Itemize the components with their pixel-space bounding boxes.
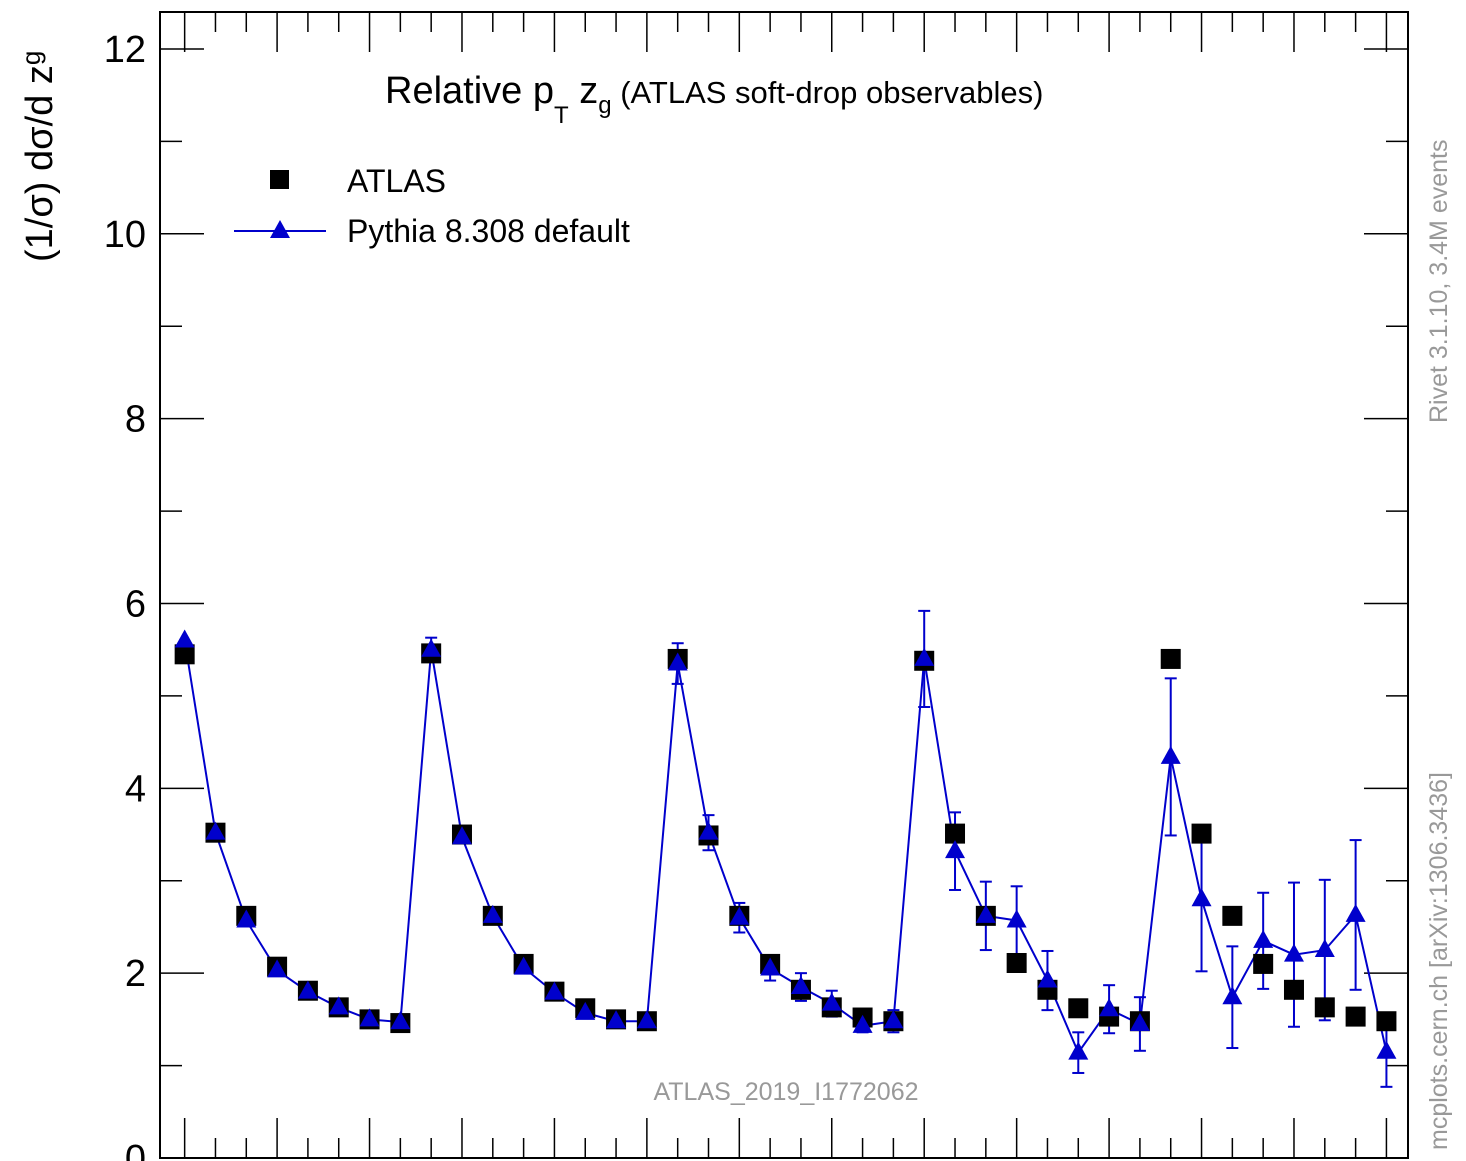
- atlas-point: [1160, 648, 1181, 669]
- pythia-point: [1160, 745, 1181, 764]
- atlas-point: [1283, 979, 1304, 1000]
- pythia-point: [1006, 909, 1027, 928]
- mcplots-info: mcplots.cern.ch [arXiv:1306.3436]: [1425, 772, 1453, 1150]
- pythia-point: [1345, 903, 1366, 922]
- series-lines: [183, 640, 1388, 1055]
- y-axis-label: (1/σ) dσ/d zg: [16, 51, 61, 262]
- y-tick-labels: 0 2 4 6 8 10 12: [104, 29, 146, 1161]
- legend-pythia-label: Pythia 8.308 default: [347, 213, 630, 249]
- pythia-point: [1099, 998, 1120, 1017]
- plot-frame: [159, 11, 1409, 1159]
- pythia-point: [852, 1014, 873, 1033]
- pythia-point: [1037, 969, 1058, 988]
- y-tick-label: 8: [125, 399, 146, 441]
- pythia-point: [1068, 1041, 1089, 1060]
- pythia-point: [1191, 888, 1212, 907]
- y-tick-label: 4: [125, 768, 146, 810]
- pythia-point: [205, 821, 226, 840]
- pythia-point: [1253, 929, 1274, 948]
- atlas-point: [1345, 1006, 1366, 1027]
- pythia-point: [821, 992, 842, 1011]
- pythia-point: [328, 996, 349, 1015]
- atlas-point: [1006, 952, 1027, 973]
- pythia-point: [698, 821, 719, 840]
- pythia-point: [790, 976, 811, 995]
- pythia-point: [945, 840, 966, 859]
- pythia-point: [1376, 1040, 1397, 1059]
- atlas-point: [174, 644, 195, 665]
- y-tick-label: 2: [125, 953, 146, 995]
- y-tick-label: 6: [125, 583, 146, 625]
- pythia-point: [174, 629, 195, 648]
- data-markers: [174, 629, 1397, 1060]
- pythia-point: [482, 904, 503, 923]
- atlas-point: [1314, 997, 1335, 1018]
- pythia-point: [1129, 1012, 1150, 1031]
- pythia-point: [1283, 943, 1304, 962]
- legend: ATLAS Pythia 8.308 default: [234, 163, 630, 249]
- pythia-point: [451, 826, 472, 845]
- y-tick-label: 0: [125, 1138, 146, 1161]
- plot-axes: [159, 11, 1409, 1159]
- pythia-point: [359, 1008, 380, 1027]
- legend-atlas-marker: [270, 170, 289, 189]
- chart-title: Relative pT zg (ATLAS soft-drop observab…: [385, 70, 1043, 129]
- atlas-point: [1376, 1011, 1397, 1032]
- legend-atlas-label: ATLAS: [347, 163, 446, 199]
- pythia-point: [390, 1011, 411, 1030]
- pythia-point: [513, 956, 534, 975]
- pythia-point: [729, 906, 750, 925]
- pythia-point: [606, 1010, 627, 1029]
- pythia-point: [544, 981, 565, 1000]
- pythia-point: [975, 904, 996, 923]
- pythia-line: [183, 640, 1388, 1055]
- pythia-point: [297, 980, 318, 999]
- pythia-point: [236, 909, 257, 928]
- pythia-point: [883, 1010, 904, 1029]
- pythia-point: [636, 1010, 657, 1029]
- pythia-point: [760, 957, 781, 976]
- rivet-info: Rivet 3.1.10, 3.4M events: [1425, 140, 1453, 423]
- pythia-point: [1222, 986, 1243, 1005]
- pythia-point: [267, 959, 288, 978]
- atlas-point: [1253, 953, 1274, 974]
- y-tick-label: 10: [104, 214, 146, 256]
- atlas-point: [945, 823, 966, 844]
- pythia-point: [575, 1001, 596, 1020]
- pythia-point: [421, 638, 442, 657]
- watermark: ATLAS_2019_I1772062: [653, 1078, 918, 1106]
- pythia-point: [914, 647, 935, 666]
- y-tick-label: 12: [104, 29, 146, 71]
- pythia-point: [667, 652, 688, 671]
- atlas-point: [1068, 998, 1089, 1019]
- legend-pythia-marker: [270, 220, 290, 238]
- atlas-point: [1222, 905, 1243, 926]
- pythia-point: [1314, 939, 1335, 958]
- atlas-point: [1191, 823, 1212, 844]
